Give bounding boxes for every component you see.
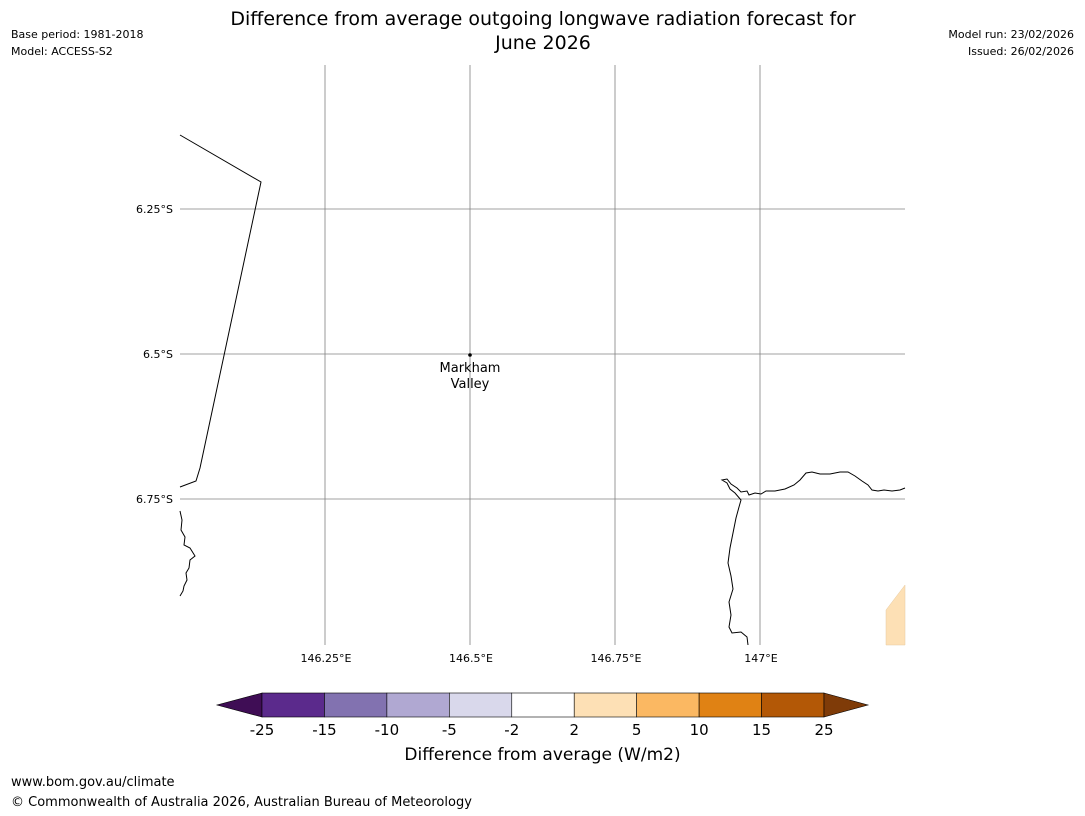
city-label-line-1: Markham bbox=[440, 361, 501, 376]
colorbar-tick-label: 25 bbox=[814, 721, 833, 739]
colorbar-segment bbox=[324, 692, 388, 718]
lon-label-146-25: 146.25°E bbox=[301, 652, 352, 665]
lat-label-6-5: 6.5°S bbox=[143, 348, 173, 361]
issued-label: Issued: 26/02/2026 bbox=[967, 45, 1074, 58]
colorbar: -25 -15 -10 -5 -2 2 5 10 15 25 bbox=[215, 692, 870, 739]
footer-url: www.bom.gov.au/climate bbox=[11, 775, 175, 790]
lat-label-6-75: 6.75°S bbox=[136, 493, 173, 506]
colorbar-segment bbox=[761, 692, 825, 718]
map-area bbox=[179, 65, 906, 646]
region-boundary-line bbox=[179, 134, 262, 488]
lon-label-147: 147°E bbox=[744, 652, 777, 665]
anomaly-patch bbox=[885, 584, 906, 646]
colorbar-segment bbox=[698, 692, 762, 718]
markham-valley-marker bbox=[468, 353, 472, 357]
colorbar-extend-low bbox=[215, 692, 263, 718]
model-label: Model: ACCESS-S2 bbox=[11, 45, 113, 58]
base-period-label: Base period: 1981-2018 bbox=[11, 28, 144, 41]
colorbar-tick-label: -5 bbox=[442, 721, 457, 739]
model-run-label: Model run: 23/02/2026 bbox=[948, 28, 1074, 41]
colorbar-tick-label: -25 bbox=[250, 721, 275, 739]
city-label-line-2: Valley bbox=[451, 377, 490, 392]
coastline-left bbox=[179, 510, 196, 597]
title-line-2: June 2026 bbox=[495, 32, 591, 54]
colorbar-title: Difference from average (W/m2) bbox=[404, 745, 681, 765]
colorbar-tick-label: 10 bbox=[690, 721, 709, 739]
colorbar-segment bbox=[573, 692, 637, 718]
title-line-1: Difference from average outgoing longwav… bbox=[230, 8, 856, 30]
colorbar-tick-label: -2 bbox=[504, 721, 519, 739]
colorbar-segment bbox=[386, 692, 450, 718]
lon-label-146-5: 146.5°E bbox=[449, 652, 493, 665]
coastline-right bbox=[720, 471, 906, 646]
lat-label-6-25: 6.25°S bbox=[136, 203, 173, 216]
chart-title: Difference from average outgoing longwav… bbox=[143, 7, 943, 55]
colorbar-tick-label: 15 bbox=[752, 721, 771, 739]
gridlines bbox=[180, 65, 905, 645]
colorbar-segment bbox=[511, 692, 575, 718]
lon-label-146-75: 146.75°E bbox=[591, 652, 642, 665]
colorbar-extend-high bbox=[823, 692, 870, 718]
colorbar-segment bbox=[261, 692, 325, 718]
colorbar-tick-label: 5 bbox=[632, 721, 642, 739]
colorbar-tick-label: 2 bbox=[569, 721, 579, 739]
colorbar-segment bbox=[636, 692, 700, 718]
colorbar-tick-label: -15 bbox=[312, 721, 337, 739]
colorbar-segment bbox=[449, 692, 513, 718]
colorbar-tick-label: -10 bbox=[375, 721, 400, 739]
footer-copyright: © Commonwealth of Australia 2026, Austra… bbox=[11, 795, 472, 810]
